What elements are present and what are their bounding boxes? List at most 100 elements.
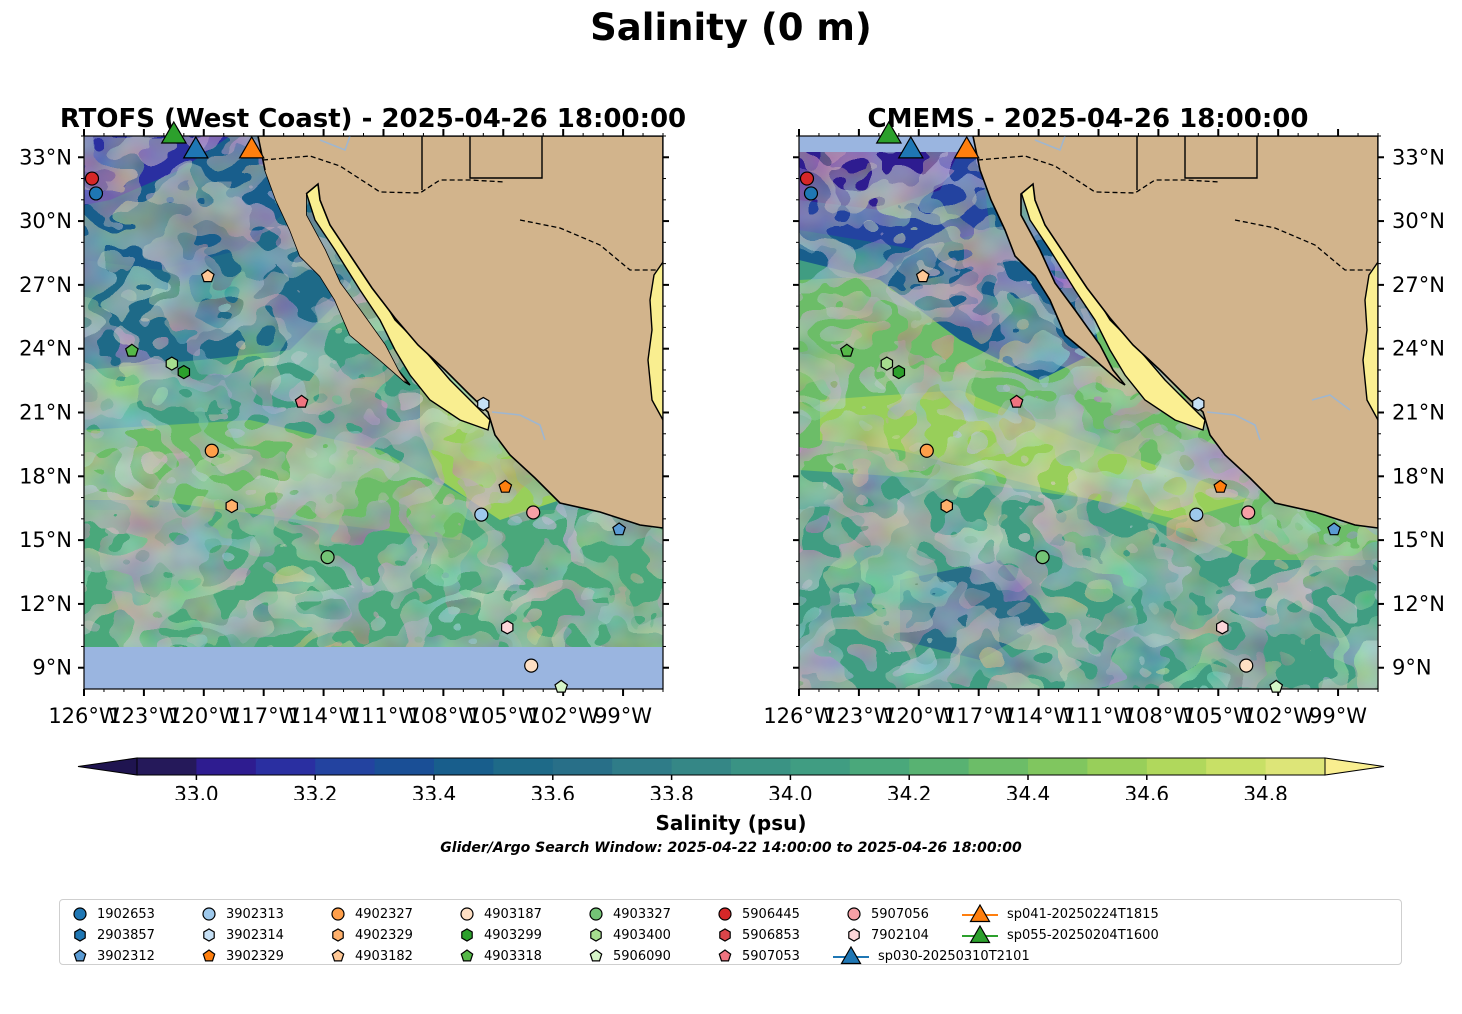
- platform-marker-3902313: [474, 507, 489, 522]
- legend-triangle-icon: [969, 903, 991, 923]
- legend-triangle-icon: [969, 924, 991, 944]
- legend-marker-circle-icon: [73, 907, 87, 921]
- lon-tick-label: 102°W: [1242, 704, 1314, 728]
- legend-label: 4903318: [484, 948, 542, 964]
- platform-marker-7902104: [1215, 620, 1229, 635]
- legend-marker-hexagon-icon: [332, 928, 344, 942]
- legend-marker-hexagon-icon: [848, 928, 860, 942]
- platform-marker-4903318: [839, 343, 854, 357]
- legend-label: 4902329: [355, 927, 413, 943]
- lat-tick-label: 21°N: [19, 401, 72, 425]
- colorbar-segment: [196, 758, 257, 775]
- legend-marker-pentagon-icon: [73, 949, 87, 962]
- colorbar-segment: [671, 758, 732, 775]
- legend-label: 4903327: [613, 906, 671, 922]
- legend-pentagon-icon: [718, 949, 732, 962]
- legend-label: 5906853: [742, 927, 800, 943]
- platform-marker-4903318: [124, 343, 139, 357]
- legend-item: 5906090: [586, 946, 671, 966]
- legend-hexagon-icon: [590, 928, 602, 942]
- cmems-panel-title: CMEMS - 2025-04-26 18:00:00: [868, 104, 1309, 134]
- lon-tick-label: 114°W: [1003, 704, 1075, 728]
- legend-circle-icon: [73, 907, 87, 921]
- colorbar-segment: [137, 758, 197, 775]
- platform-marker-4903327: [320, 550, 335, 565]
- colorbar-segment: [612, 758, 673, 775]
- legend-marker-triangle-icon: [833, 945, 869, 965]
- legend-item: 3902314: [199, 925, 284, 945]
- legend-pentagon-icon: [460, 949, 474, 962]
- legend-marker-hexagon-icon: [74, 928, 86, 942]
- legend-label: 3902313: [226, 906, 284, 922]
- cmems-lat-ticks: 33°N 30°N 27°N 24°N 21°N 18°N 15°N 12°N 9°N: [793, 135, 1445, 680]
- colorbar-segment: [434, 758, 494, 775]
- legend-hexagon-icon: [332, 928, 344, 942]
- legend-marker-pentagon-icon: [589, 949, 603, 962]
- colorbar-segment: [493, 758, 554, 775]
- legend-circle-icon: [460, 907, 474, 921]
- legend-label: 5906445: [742, 906, 800, 922]
- platform-marker-5907056: [526, 505, 541, 520]
- legend-label: 3902314: [226, 927, 284, 943]
- colorbar-segment: [909, 758, 970, 775]
- legend-label: 5907053: [742, 948, 800, 964]
- legend-circle-icon: [331, 907, 345, 921]
- rtofs-state-borders: [262, 155, 663, 271]
- legend-item: 5906853: [715, 925, 800, 945]
- platform-marker-7902104: [501, 620, 514, 635]
- legend-marker-pentagon-icon: [202, 949, 216, 962]
- colorbar-segment: [374, 758, 435, 775]
- platform-marker-sp030-20250310T2101: [182, 135, 209, 159]
- lat-tick-label: 18°N: [19, 464, 72, 488]
- colorbar-tick-label: 34.0: [768, 782, 813, 800]
- platform-marker-4903187: [1239, 658, 1254, 673]
- legend-item: 3902312: [70, 946, 155, 966]
- legend-item: 4903400: [586, 925, 671, 945]
- legend-item: 2903857: [70, 925, 155, 945]
- legend-circle-icon: [202, 907, 216, 921]
- search-window-note: Glider/Argo Search Window: 2025-04-22 14…: [440, 840, 1022, 856]
- legend-item: 4903318: [457, 946, 542, 966]
- legend-label: 2903857: [97, 927, 155, 943]
- lat-tick-label: 33°N: [1392, 145, 1445, 169]
- legend-label: 1902653: [97, 906, 155, 922]
- legend-marker-circle-icon: [331, 907, 345, 921]
- legend-label: sp041-20250224T1815: [1007, 906, 1159, 922]
- rtofs-panel-title: RTOFS (West Coast) - 2025-04-26 18:00:00: [60, 104, 686, 134]
- lat-tick-label: 27°N: [1392, 273, 1445, 297]
- platform-marker-5907056: [1241, 505, 1256, 520]
- legend-item: 4903299: [457, 925, 542, 945]
- platform-marker-sp055-20250204T1600: [160, 120, 188, 144]
- legend-marker-hexagon-icon: [719, 928, 731, 942]
- legend-item: sp041-20250224T1815: [960, 903, 1159, 924]
- lon-tick-label: 99°W: [1309, 704, 1367, 728]
- rtofs-gulf-of-mexico-edge: [647, 260, 663, 421]
- platform-marker-3902312: [612, 522, 627, 536]
- colorbar-tick-label: 33.8: [649, 782, 694, 800]
- colorbar-frame: [136, 757, 1326, 776]
- platform-marker-4902329: [940, 498, 954, 514]
- platform-marker-4902327: [919, 443, 934, 458]
- legend-item: 5907053: [715, 946, 800, 966]
- legend-label: sp055-20250204T1600: [1007, 927, 1159, 943]
- cmems-land: [972, 136, 1378, 529]
- colorbar-segment: [849, 758, 910, 775]
- legend-circle-icon: [718, 907, 732, 921]
- legend-marker-hexagon-icon: [461, 928, 473, 942]
- salinity-colorbar: 33.0 33.2 33.4 33.6 33.8 34.0 34.2 34.4 34.6 34.8: [77, 757, 1385, 800]
- platform-marker-5906090: [1269, 679, 1284, 693]
- legend-label: 7902104: [871, 927, 929, 943]
- rtofs-platform-markers: [84, 120, 627, 693]
- colorbar-under-arrow: [77, 757, 138, 776]
- legend-label: 3902329: [226, 948, 284, 964]
- lon-tick-label: 126°W: [48, 704, 120, 728]
- legend-marker-circle-icon: [589, 907, 603, 921]
- lat-tick-label: 15°N: [19, 528, 72, 552]
- lat-tick-label: 24°N: [1392, 337, 1445, 361]
- platform-marker-3902314: [1192, 396, 1205, 412]
- platform-marker-sp030-20250310T2101: [897, 135, 924, 159]
- legend-triangle-icon: [840, 945, 862, 965]
- legend-item: 3902329: [199, 946, 284, 966]
- platform-marker-sp055-20250204T1600: [875, 120, 903, 144]
- colorbar-tick-label: 33.0: [174, 782, 219, 800]
